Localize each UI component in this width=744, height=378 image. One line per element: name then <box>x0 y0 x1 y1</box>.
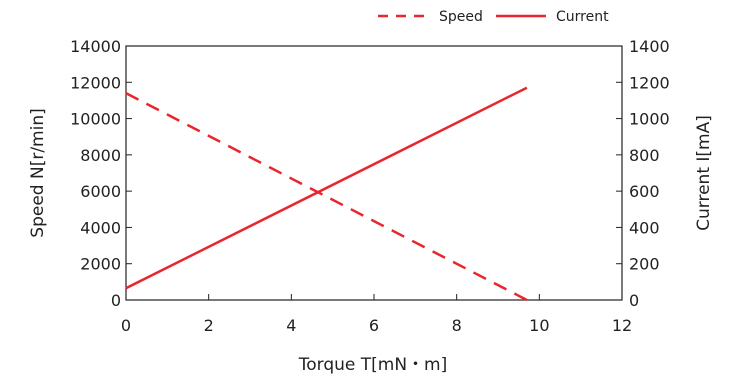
y-axis-title: Speed N[r/min] <box>28 108 48 237</box>
y-tick-label: 8000 <box>80 146 121 165</box>
y2-tick-label: 800 <box>629 146 660 165</box>
legend-current-label: Current <box>556 9 609 25</box>
y2-tick-label: 1200 <box>629 73 670 92</box>
y-tick-label: 14000 <box>70 37 121 56</box>
x-tick-label: 6 <box>369 316 379 335</box>
series-speed-line <box>125 92 528 302</box>
y-tick-label: 4000 <box>80 218 121 237</box>
y2-tick-label: 0 <box>629 291 639 310</box>
x-tick-label: 2 <box>204 316 214 335</box>
y-tick-label: 12000 <box>70 73 121 92</box>
y-tick-label: 6000 <box>80 182 121 201</box>
x-tick-label: 0 <box>121 316 131 335</box>
x-axis-title: Torque T[mN・m] <box>298 355 448 375</box>
legend-speed-label: Speed <box>439 9 483 25</box>
y2-axis-title: Current I[mA] <box>694 115 714 231</box>
y2-tick-label: 600 <box>629 182 660 201</box>
y-tick-label: 2000 <box>80 255 121 274</box>
y-tick-label: 10000 <box>70 110 121 129</box>
y-tick-label: 0 <box>111 291 121 310</box>
x-tick-label: 8 <box>452 316 462 335</box>
x-tick-label: 4 <box>286 316 296 335</box>
y2-tick-label: 1400 <box>629 37 670 56</box>
y2-tick-label: 1000 <box>629 110 670 129</box>
y2-tick-label: 200 <box>629 255 660 274</box>
plot-frame <box>125 45 623 301</box>
legend: Speed Current <box>378 9 609 25</box>
series-current-line <box>125 86 528 290</box>
x-tick-label: 12 <box>612 316 632 335</box>
plot-area: 0 2 4 6 8 10 120200040006000800010000120001400… <box>70 37 670 335</box>
x-tick-label: 10 <box>529 316 549 335</box>
y2-tick-label: 400 <box>629 218 660 237</box>
